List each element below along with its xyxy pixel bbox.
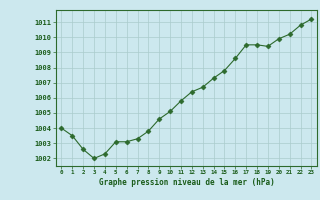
X-axis label: Graphe pression niveau de la mer (hPa): Graphe pression niveau de la mer (hPa) xyxy=(99,178,274,187)
